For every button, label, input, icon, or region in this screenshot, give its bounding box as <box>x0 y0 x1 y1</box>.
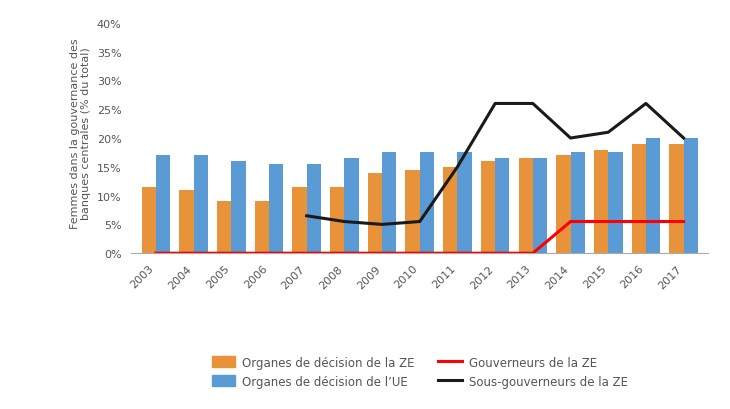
Bar <box>142 187 156 254</box>
Bar <box>405 170 420 254</box>
Bar <box>420 153 434 254</box>
Bar <box>458 153 472 254</box>
Bar <box>646 139 660 254</box>
Bar <box>481 162 495 254</box>
Bar <box>368 173 382 254</box>
Bar <box>292 187 307 254</box>
Bar <box>533 159 548 254</box>
Bar <box>345 159 358 254</box>
Bar <box>556 156 571 254</box>
Legend: Organes de décision de la ZE, Organes de décision de l’UE, Gouverneurs de la ZE,: Organes de décision de la ZE, Organes de… <box>207 351 633 392</box>
Bar <box>255 202 269 254</box>
Bar <box>608 153 623 254</box>
Bar <box>571 153 585 254</box>
Y-axis label: Femmes dans la gouvernance des
banques centrales (% du total): Femmes dans la gouvernance des banques c… <box>70 38 91 228</box>
Bar <box>382 153 396 254</box>
Bar <box>669 144 683 254</box>
Bar <box>683 139 698 254</box>
Bar <box>217 202 231 254</box>
Bar <box>594 150 608 254</box>
Bar <box>443 167 458 254</box>
Bar <box>231 162 245 254</box>
Bar <box>193 156 208 254</box>
Bar <box>307 164 321 254</box>
Bar <box>269 164 283 254</box>
Bar <box>330 187 345 254</box>
Bar <box>518 159 533 254</box>
Bar <box>180 190 193 254</box>
Bar <box>495 159 510 254</box>
Bar <box>156 156 170 254</box>
Bar <box>631 144 646 254</box>
